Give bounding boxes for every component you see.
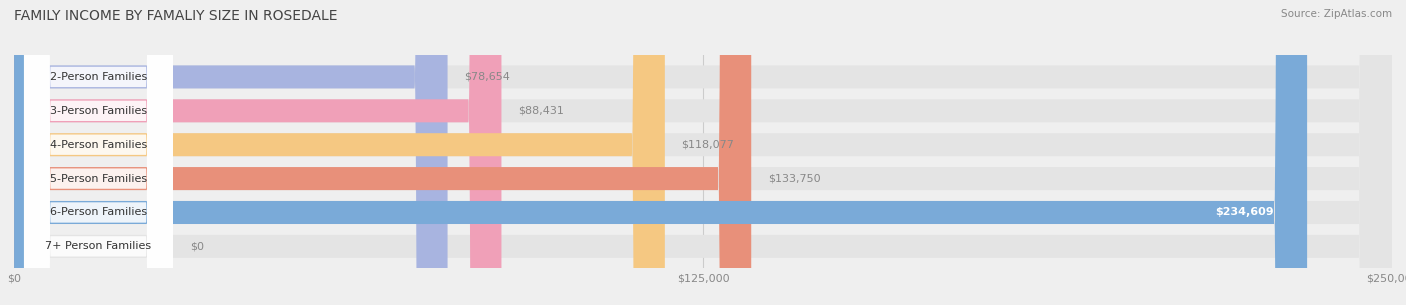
FancyBboxPatch shape xyxy=(14,0,1392,305)
Text: 5-Person Families: 5-Person Families xyxy=(49,174,148,184)
FancyBboxPatch shape xyxy=(14,0,1308,305)
FancyBboxPatch shape xyxy=(14,0,1392,305)
FancyBboxPatch shape xyxy=(14,0,1392,305)
FancyBboxPatch shape xyxy=(24,0,173,305)
Text: 4-Person Families: 4-Person Families xyxy=(49,140,148,150)
FancyBboxPatch shape xyxy=(14,0,665,305)
Text: $0: $0 xyxy=(190,241,204,251)
FancyBboxPatch shape xyxy=(24,0,173,305)
FancyBboxPatch shape xyxy=(14,0,751,305)
Text: $118,077: $118,077 xyxy=(682,140,734,150)
Text: 2-Person Families: 2-Person Families xyxy=(49,72,148,82)
FancyBboxPatch shape xyxy=(14,0,1392,305)
FancyBboxPatch shape xyxy=(14,0,447,305)
Text: $133,750: $133,750 xyxy=(768,174,820,184)
FancyBboxPatch shape xyxy=(24,0,173,305)
Text: 7+ Person Families: 7+ Person Families xyxy=(45,241,152,251)
FancyBboxPatch shape xyxy=(14,0,502,305)
FancyBboxPatch shape xyxy=(14,0,1392,305)
FancyBboxPatch shape xyxy=(24,0,173,305)
Text: 6-Person Families: 6-Person Families xyxy=(49,207,148,217)
Text: FAMILY INCOME BY FAMALIY SIZE IN ROSEDALE: FAMILY INCOME BY FAMALIY SIZE IN ROSEDAL… xyxy=(14,9,337,23)
FancyBboxPatch shape xyxy=(24,0,173,305)
Text: 3-Person Families: 3-Person Families xyxy=(49,106,148,116)
Text: Source: ZipAtlas.com: Source: ZipAtlas.com xyxy=(1281,9,1392,19)
FancyBboxPatch shape xyxy=(14,0,1392,305)
Text: $234,609: $234,609 xyxy=(1215,207,1274,217)
FancyBboxPatch shape xyxy=(24,0,173,305)
Text: $78,654: $78,654 xyxy=(464,72,510,82)
Text: $88,431: $88,431 xyxy=(517,106,564,116)
